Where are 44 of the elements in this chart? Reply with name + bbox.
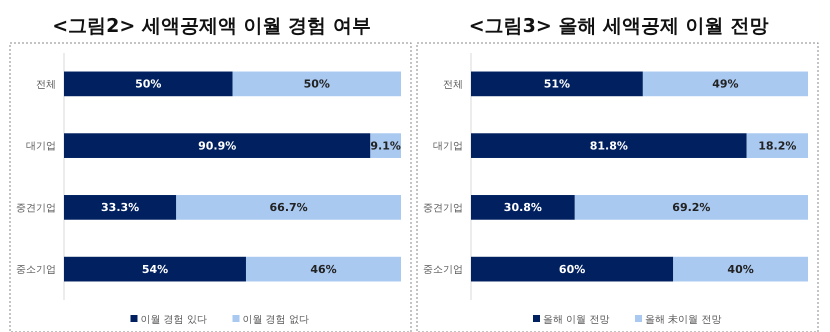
data-label: 54% <box>142 262 168 276</box>
bar <box>471 133 747 158</box>
y-tick-label: 전체 <box>443 79 463 90</box>
data-label: 30.8% <box>504 201 542 214</box>
bar <box>673 256 808 282</box>
bar <box>471 256 674 282</box>
bar <box>64 72 232 96</box>
legend-label: 올해 이월 전망 <box>543 314 610 326</box>
y-tick-label: 대기업 <box>26 141 56 152</box>
legend-label: 이월 경험 없다 <box>242 314 309 326</box>
y-tick-label: 중견기업 <box>16 202 56 214</box>
data-label: 60% <box>558 262 586 276</box>
data-label: 40% <box>727 262 754 276</box>
bar <box>574 195 808 220</box>
bar <box>246 256 401 282</box>
bar <box>176 195 401 220</box>
chart-title: <그림2> 세액공제액 이월 경험 여부 <box>52 15 371 37</box>
bar <box>471 195 575 220</box>
data-label: 33.3% <box>101 201 140 214</box>
y-tick-label: 대기업 <box>433 141 463 152</box>
y-tick-label: 전체 <box>36 79 56 90</box>
data-label: 46% <box>310 262 337 276</box>
data-label: 49% <box>712 78 739 91</box>
y-tick-label: 중소기업 <box>16 264 56 276</box>
bar <box>471 72 643 96</box>
bar <box>64 256 246 282</box>
bar <box>64 195 176 220</box>
y-tick-label: 중소기업 <box>423 264 463 276</box>
data-label: 50% <box>135 78 162 91</box>
legend-label: 올해 未이월 전망 <box>645 314 722 326</box>
data-label: 81.8% <box>590 139 628 152</box>
data-label: 90.9% <box>198 139 236 152</box>
bar <box>64 133 370 158</box>
bar <box>642 72 808 96</box>
data-label: 50% <box>304 78 330 91</box>
data-label: 9.1% <box>370 139 401 152</box>
legend-label: 이월 경험 있다 <box>140 314 207 326</box>
data-label: 18.2% <box>758 139 796 152</box>
data-label: 66.7% <box>270 201 308 214</box>
chart-title: <그림3> 올해 세액공제 이월 전망 <box>468 15 768 37</box>
y-tick-label: 중견기업 <box>423 202 463 214</box>
data-label: 51% <box>544 78 570 91</box>
data-label: 69.2% <box>672 201 710 214</box>
bar <box>232 72 401 96</box>
